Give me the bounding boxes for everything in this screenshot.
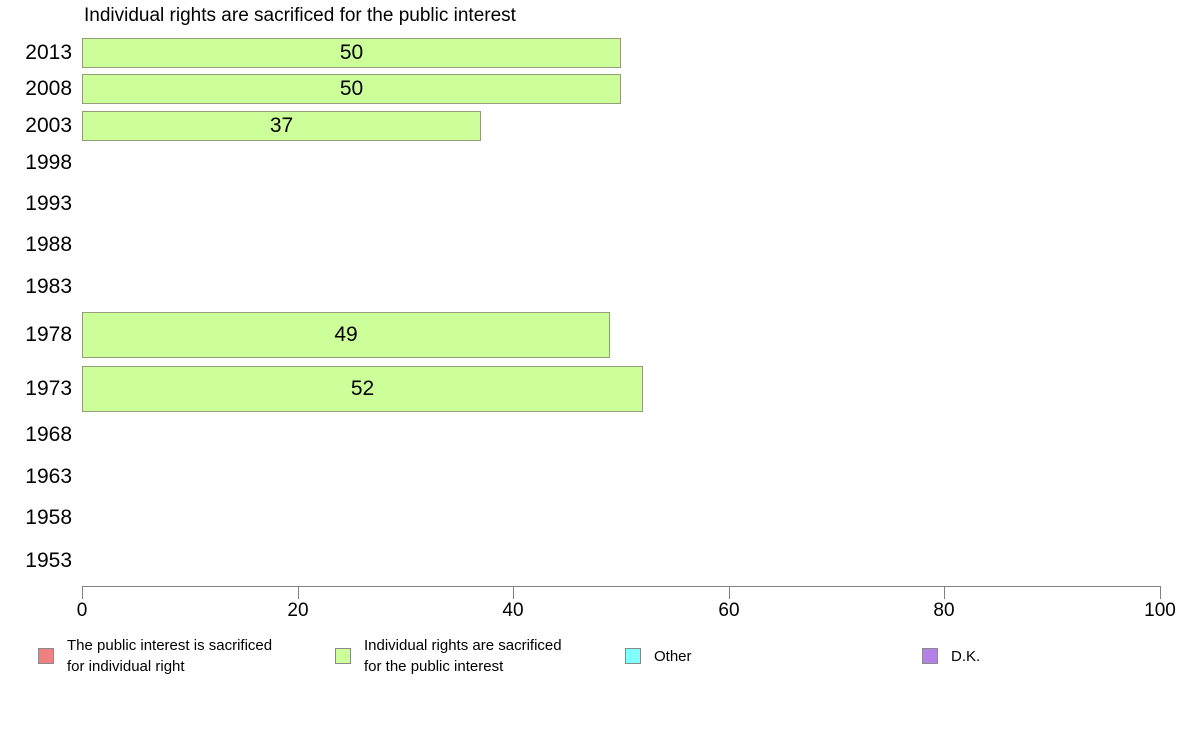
legend-swatch-icon: [335, 648, 351, 664]
x-axis-tick-label-60: 60: [718, 600, 740, 621]
legend-item-0[interactable]: The public interest is sacrificed for ind…: [38, 634, 272, 678]
legend-swatch-icon: [625, 648, 641, 664]
x-axis-tick-label-20: 20: [287, 600, 309, 621]
y-axis-label-1963: 1963: [25, 465, 72, 488]
legend-label: D.K.: [951, 647, 981, 665]
legend-swatch-icon: [922, 648, 938, 664]
y-axis-label-1993: 1993: [25, 192, 72, 215]
bar-2003[interactable]: 37: [82, 111, 481, 141]
bar-value-label: 37: [269, 114, 294, 137]
x-axis-tick-80: [944, 586, 945, 599]
bar-1973[interactable]: 52: [82, 366, 643, 412]
bar-1978[interactable]: 49: [82, 312, 610, 358]
bar-value-label: 52: [350, 377, 375, 400]
bar-value-label: 50: [339, 77, 364, 100]
y-axis-label-1983: 1983: [25, 275, 72, 298]
x-axis-tick-label-0: 0: [76, 600, 88, 621]
legend-item-1[interactable]: Individual rights are sacrificed for the …: [335, 634, 562, 678]
x-axis-tick-100: [1160, 586, 1161, 599]
x-axis-tick-0: [82, 586, 83, 599]
y-axis-label-1998: 1998: [25, 151, 72, 174]
y-axis-label-2008: 2008: [25, 77, 72, 100]
x-axis-line: [82, 586, 1161, 587]
x-axis-tick-20: [298, 586, 299, 599]
y-axis-label-2003: 2003: [25, 114, 72, 137]
y-axis-label-1978: 1978: [25, 323, 72, 346]
x-axis-tick-60: [729, 586, 730, 599]
legend-label: The public interest is sacrificed for ind…: [67, 637, 273, 675]
x-axis-tick-label-80: 80: [933, 600, 955, 621]
legend-item-2[interactable]: Other: [625, 634, 692, 678]
bar-value-label: 50: [339, 41, 364, 64]
y-axis-label-1968: 1968: [25, 423, 72, 446]
y-axis-label-2013: 2013: [25, 41, 72, 64]
chart-title: Individual rights are sacrificed for the…: [84, 5, 516, 26]
x-axis-tick-label-40: 40: [502, 600, 524, 621]
y-axis-label-1958: 1958: [25, 506, 72, 529]
y-axis-label-1973: 1973: [25, 377, 72, 400]
legend-label: Individual rights are sacrificed for the …: [364, 637, 562, 675]
y-axis-label-1988: 1988: [25, 233, 72, 256]
bar-2013[interactable]: 50: [82, 38, 621, 68]
x-axis-tick-40: [513, 586, 514, 599]
bar-value-label: 49: [334, 323, 358, 346]
y-axis-label-1953: 1953: [25, 549, 72, 572]
legend-label: Other: [654, 647, 692, 665]
bar-2008[interactable]: 50: [82, 74, 621, 104]
x-axis-tick-label-100: 100: [1144, 600, 1176, 621]
legend-swatch-icon: [38, 648, 54, 664]
legend-item-3[interactable]: D.K.: [922, 634, 980, 678]
